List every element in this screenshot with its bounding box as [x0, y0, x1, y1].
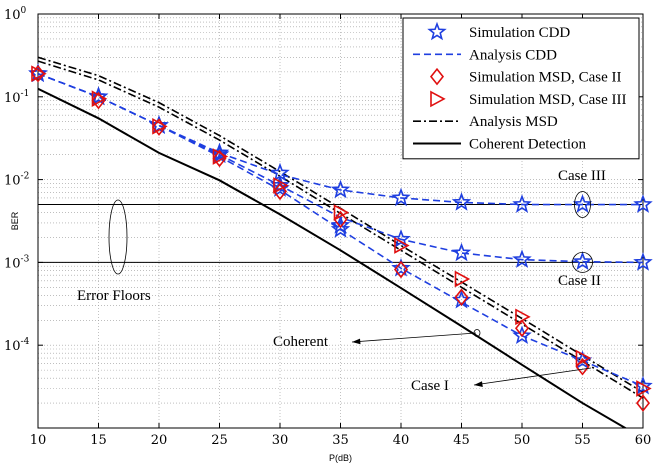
data-point — [273, 177, 289, 194]
data-point — [512, 194, 532, 213]
annotation-case-ii: Case II — [558, 273, 601, 289]
legend-label: Simulation MSD, Case II — [469, 70, 622, 86]
annotation-coherent: Coherent — [273, 334, 329, 350]
x-tick-label: 20 — [151, 433, 168, 448]
series-line-coherent — [38, 87, 628, 428]
legend-item: Coherent Detection — [413, 137, 587, 153]
x-tick-label: 30 — [272, 433, 289, 448]
case-i-arrow-head — [474, 381, 483, 387]
x-tick-label: 25 — [211, 433, 228, 448]
x-axis-label: P(dB) — [329, 453, 352, 463]
data-point — [333, 210, 348, 229]
data-point — [212, 149, 227, 168]
data-point — [391, 229, 411, 248]
x-tick-label: 60 — [635, 433, 652, 448]
legend-item: Analysis CDD — [413, 47, 557, 63]
legend-item: Simulation MSD, Case III — [430, 90, 627, 108]
coherent-arrow-head — [352, 338, 361, 345]
legend-marker — [427, 21, 447, 41]
y-axis-label: BER — [10, 211, 20, 230]
legend-label: Analysis MSD — [469, 114, 558, 130]
annotation-case-iii: Case III — [558, 168, 606, 184]
y-tick-label: 100 — [4, 6, 27, 23]
legend-marker — [429, 67, 445, 86]
y-tick-label: 10-1 — [4, 89, 29, 106]
data-point — [333, 204, 350, 221]
data-point — [330, 179, 351, 199]
data-point — [91, 91, 106, 110]
data-point — [572, 251, 593, 270]
legend-label: Simulation MSD, Case III — [469, 92, 627, 108]
data-point — [572, 194, 593, 213]
coherent-circle — [473, 329, 481, 337]
y-tick-label: 10-3 — [4, 254, 30, 271]
legend: Simulation CDD Analysis CDD Simulation MSD… — [402, 17, 640, 160]
x-tick-label: 40 — [393, 433, 410, 448]
legend-marker — [430, 90, 446, 108]
annotation-case-i: Case I — [411, 378, 449, 394]
data-point — [152, 117, 168, 135]
legend-label: Coherent Detection — [469, 137, 587, 153]
legend-label: Analysis CDD — [469, 47, 557, 63]
legend-label: Simulation CDD — [469, 25, 570, 41]
legend-item: Simulation MSD, Case II — [429, 67, 622, 86]
data-point — [635, 394, 651, 412]
series-markers-sim_msd_ii — [30, 64, 651, 412]
data-point — [391, 257, 411, 277]
error-floors-ellipse — [108, 199, 128, 275]
case-i-arrow-line — [473, 367, 592, 386]
case-ii-ellipse — [572, 251, 593, 273]
data-point — [393, 260, 409, 279]
data-point — [451, 192, 472, 211]
legend-item: Simulation CDD — [427, 21, 570, 41]
data-point — [515, 308, 531, 326]
x-tick-label: 50 — [514, 433, 531, 448]
data-point — [454, 288, 469, 306]
data-point — [91, 90, 108, 107]
x-tick-label: 35 — [332, 433, 349, 448]
data-point — [575, 349, 592, 367]
x-tick-label: 10 — [30, 433, 47, 448]
y-tick-label: 10-4 — [4, 337, 30, 354]
data-point — [330, 215, 351, 234]
data-point — [633, 194, 653, 213]
x-tick-label: 45 — [453, 433, 470, 448]
data-point — [394, 237, 410, 254]
series-line-ana_msd_b — [38, 60, 643, 399]
x-tick-label: 15 — [90, 433, 107, 448]
legend-box — [402, 17, 640, 160]
data-point — [636, 380, 652, 397]
series-line-ana_cdd_iii — [38, 72, 643, 206]
y-tick-label: 10-2 — [4, 172, 29, 189]
data-point — [212, 148, 229, 165]
data-point — [391, 187, 411, 207]
x-tick-label: 55 — [574, 433, 591, 448]
data-point — [633, 252, 653, 271]
data-point — [272, 182, 288, 201]
data-point — [512, 249, 532, 268]
annotation-error-floors: Error Floors — [77, 288, 151, 304]
coherent-arrow-line — [351, 332, 477, 343]
data-point — [31, 65, 47, 83]
legend-item: Analysis MSD — [413, 114, 558, 130]
data-point — [330, 219, 351, 238]
data-point — [512, 325, 532, 345]
data-point — [514, 319, 530, 338]
series-markers-sim_msd_iii — [31, 65, 652, 397]
data-point — [451, 242, 472, 262]
data-point — [454, 270, 471, 288]
case-iii-ellipse — [574, 191, 591, 218]
